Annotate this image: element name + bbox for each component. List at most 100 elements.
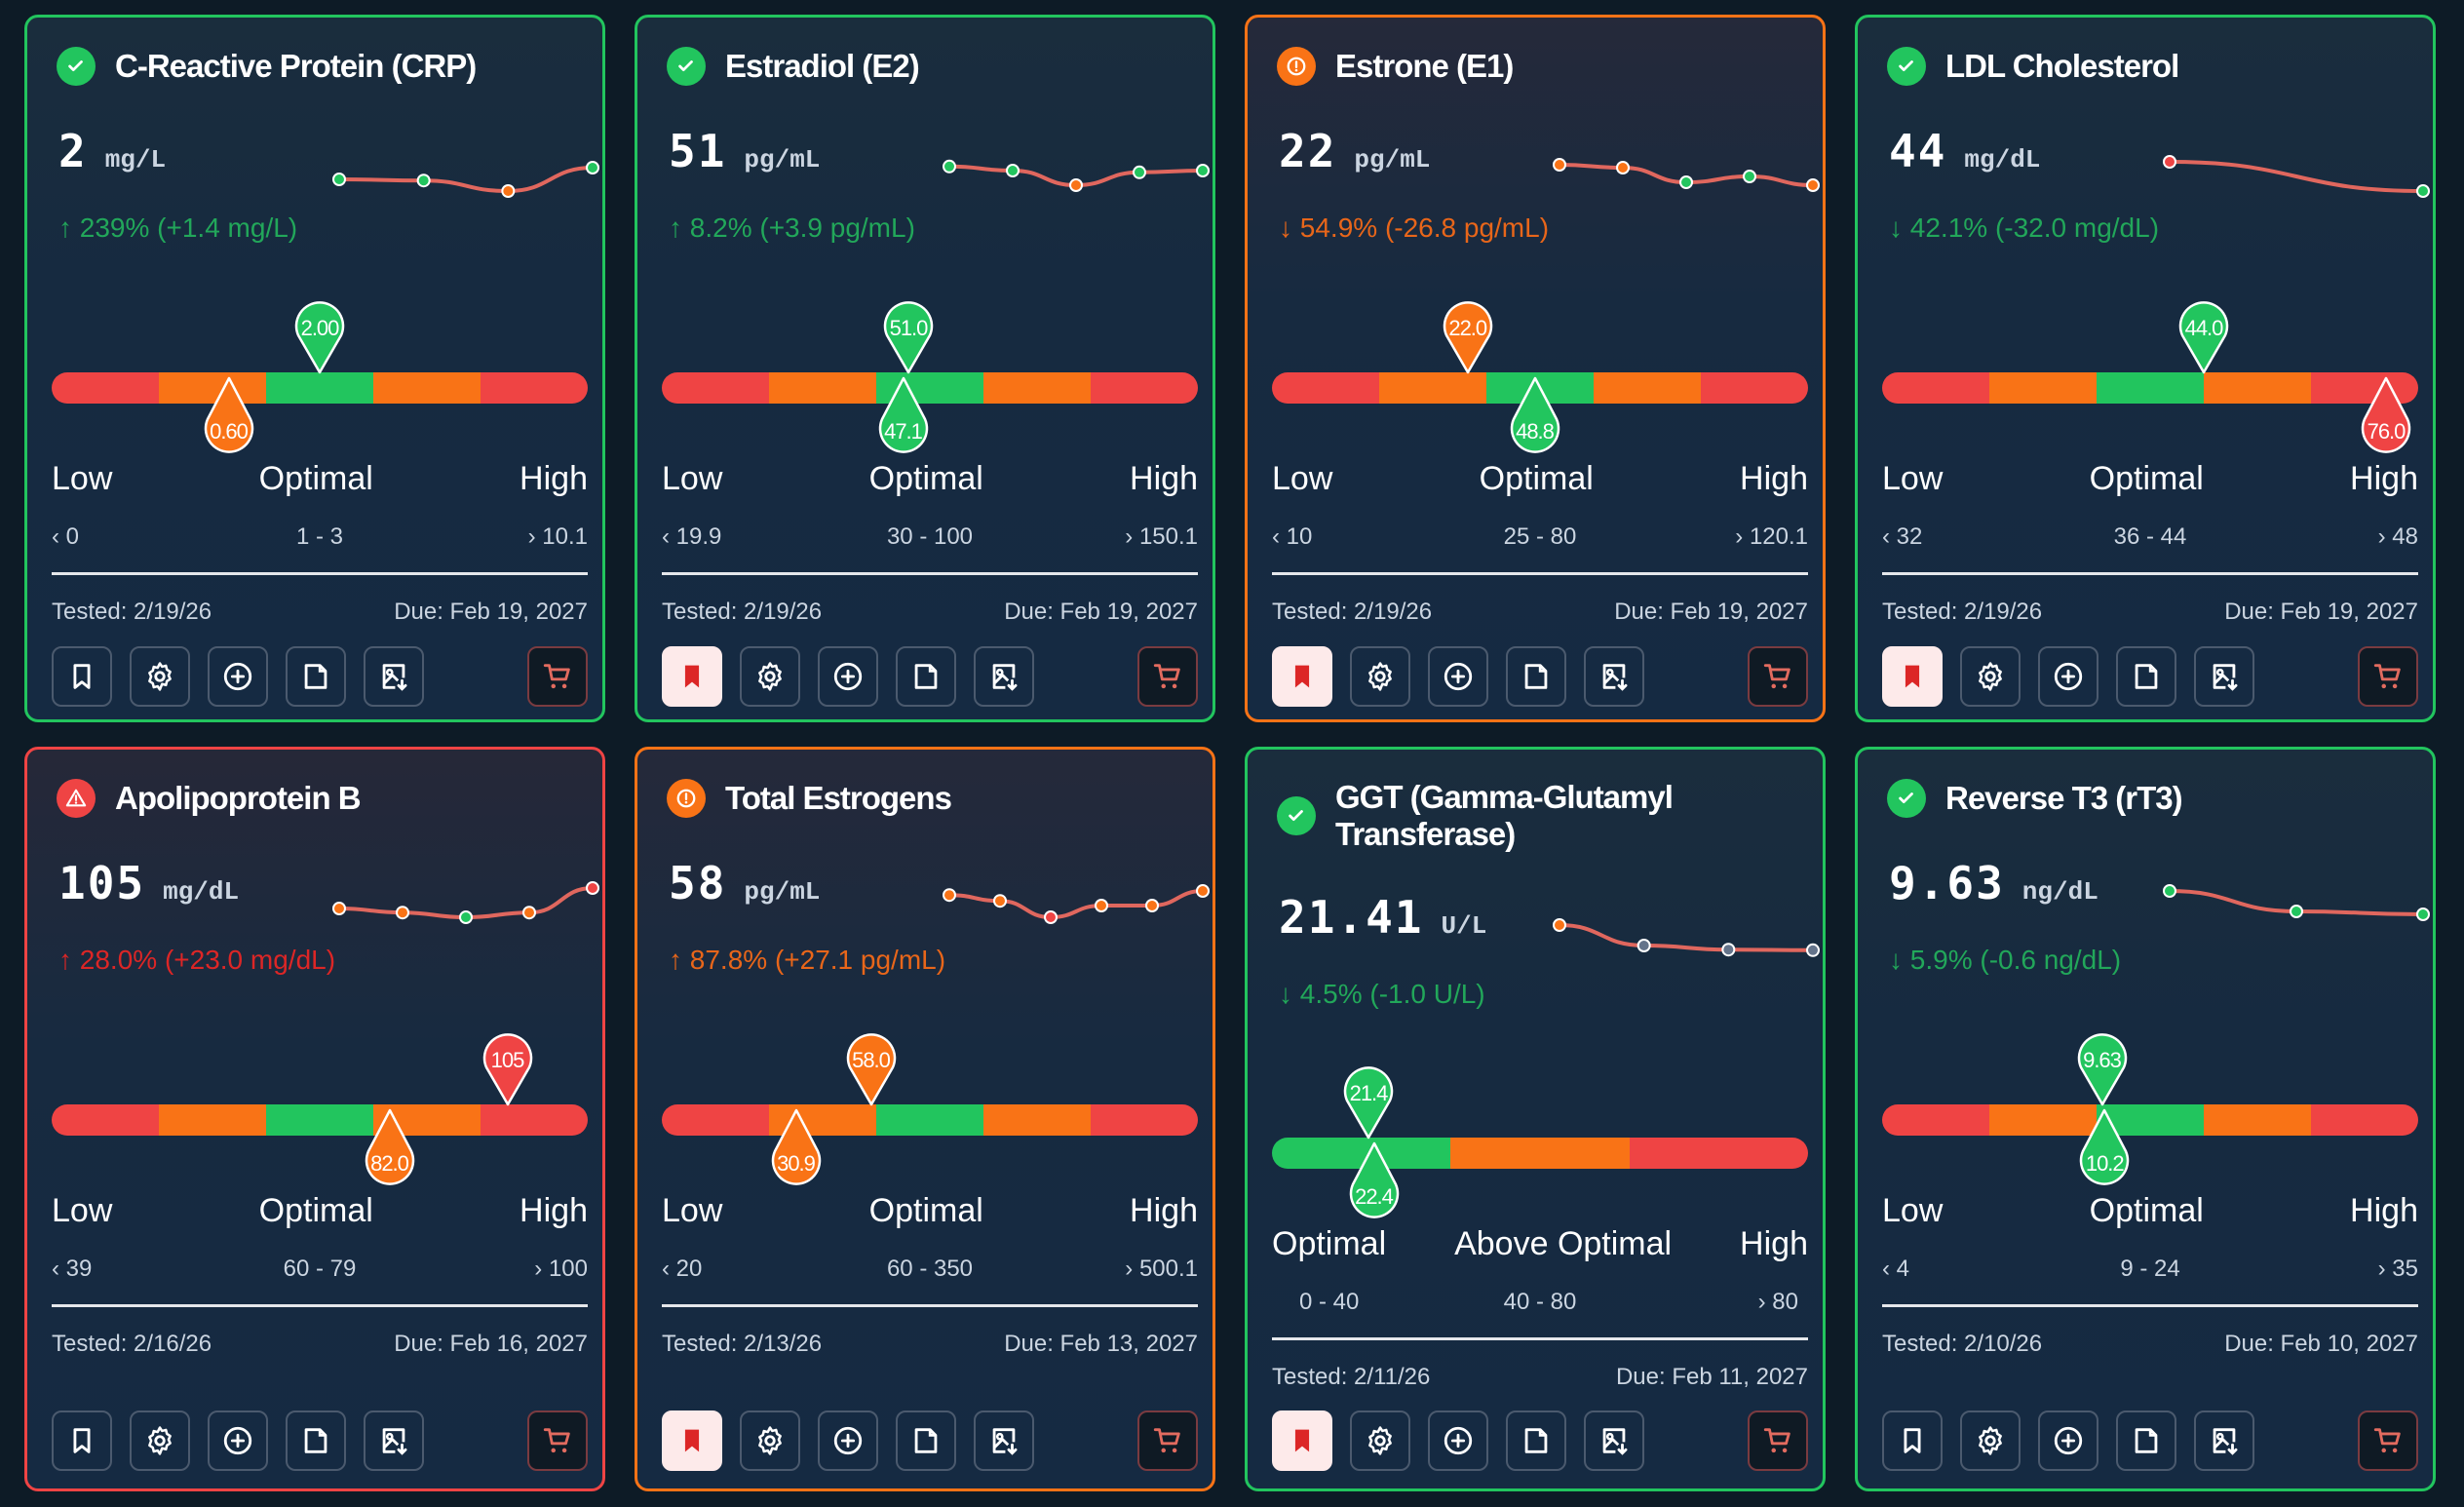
trend-point[interactable] [1743,170,1756,183]
trend-point[interactable] [2163,155,2176,169]
document-button[interactable] [896,1410,956,1471]
document-button[interactable] [286,646,346,707]
add-button[interactable] [1428,646,1488,707]
trend-point[interactable] [1044,910,1058,924]
previous-value-marker[interactable]: 48.8 [1506,376,1564,454]
image-download-button[interactable] [974,646,1034,707]
biomarker-card[interactable]: Estrone (E1) 22 pg/mL ↓ 54.9% (-26.8 pg/m… [1245,15,1826,722]
add-button[interactable] [2038,646,2098,707]
trend-point[interactable] [586,881,599,895]
document-button[interactable] [896,646,956,707]
trend-point[interactable] [2416,184,2430,198]
trend-sparkline[interactable] [930,135,1222,213]
bookmark-button[interactable] [662,1410,722,1471]
bookmark-button[interactable] [1272,646,1332,707]
biomarker-title[interactable]: Apolipoprotein B [115,780,362,816]
settings-button[interactable] [1350,646,1410,707]
document-button[interactable] [1506,646,1566,707]
trend-point[interactable] [1145,899,1159,912]
trend-point[interactable] [993,894,1007,908]
previous-value-marker[interactable]: 30.9 [767,1108,826,1186]
add-button[interactable] [1428,1410,1488,1471]
biomarker-card[interactable]: LDL Cholesterol 44 mg/dL ↓ 42.1% (-32.0 m… [1855,15,2436,722]
current-value-marker[interactable]: 9.63 [2073,1028,2132,1106]
biomarker-title[interactable]: GGT (Gamma-Glutamyl Transferase) [1335,779,1674,852]
biomarker-card[interactable]: Total Estrogens 58 pg/mL ↑ 87.8% (+27.1 p… [635,747,1215,1491]
trend-point[interactable] [522,906,536,920]
biomarker-card[interactable]: Reverse T3 (rT3) 9.63 ng/dL ↓ 5.9% (-0.6 … [1855,747,2436,1491]
trend-point[interactable] [1095,899,1108,912]
biomarker-card[interactable]: Apolipoprotein B 105 mg/dL ↑ 28.0% (+23.0… [24,747,605,1491]
trend-point[interactable] [332,902,346,915]
settings-button[interactable] [130,646,190,707]
previous-value-marker[interactable]: 76.0 [2357,376,2415,454]
previous-value-marker[interactable]: 47.1 [874,376,933,454]
current-value-marker[interactable]: 2.00 [290,296,349,374]
cart-button[interactable] [2358,1410,2418,1471]
current-value-marker[interactable]: 44.0 [2175,296,2233,374]
bookmark-button[interactable] [1272,1410,1332,1471]
trend-point[interactable] [1196,164,1210,177]
trend-point[interactable] [2163,884,2176,898]
previous-value-marker[interactable]: 22.4 [1345,1141,1404,1219]
cart-button[interactable] [527,1410,588,1471]
add-button[interactable] [208,1410,268,1471]
settings-button[interactable] [1960,646,2021,707]
biomarker-card[interactable]: GGT (Gamma-Glutamyl Transferase) 21.41 U… [1245,747,1826,1491]
cart-button[interactable] [527,646,588,707]
image-download-button[interactable] [2194,646,2254,707]
trend-point[interactable] [1553,918,1566,932]
trend-point[interactable] [1679,175,1693,189]
trend-point[interactable] [396,906,409,920]
settings-button[interactable] [130,1410,190,1471]
trend-point[interactable] [416,174,431,188]
current-value-marker[interactable]: 21.4 [1339,1062,1398,1140]
trend-point[interactable] [1721,943,1736,957]
add-button[interactable] [818,646,878,707]
trend-point[interactable] [1806,943,1820,957]
image-download-button[interactable] [1584,646,1644,707]
cart-button[interactable] [1748,646,1808,707]
bookmark-button[interactable] [52,646,112,707]
cart-button[interactable] [2358,646,2418,707]
trend-point[interactable] [943,888,956,903]
bookmark-button[interactable] [1882,646,1943,707]
biomarker-card[interactable]: C-Reactive Protein (CRP) 2 mg/L ↑ 239% (+… [24,15,605,722]
trend-sparkline[interactable] [320,867,612,945]
current-value-marker[interactable]: 105 [479,1028,537,1106]
current-value-marker[interactable]: 22.0 [1439,296,1497,374]
previous-value-marker[interactable]: 82.0 [361,1108,419,1186]
settings-button[interactable] [740,646,800,707]
trend-sparkline[interactable] [2150,135,2443,213]
image-download-button[interactable] [364,1410,424,1471]
trend-sparkline[interactable] [930,867,1222,945]
document-button[interactable] [2116,1410,2176,1471]
cart-button[interactable] [1137,1410,1198,1471]
document-button[interactable] [1506,1410,1566,1471]
trend-sparkline[interactable] [320,135,612,213]
settings-button[interactable] [740,1410,800,1471]
document-button[interactable] [286,1410,346,1471]
trend-point[interactable] [1806,178,1820,192]
trend-sparkline[interactable] [1540,901,1832,979]
trend-point[interactable] [2290,905,2303,918]
biomarker-title[interactable]: Reverse T3 (rT3) [1945,780,2183,816]
trend-point[interactable] [1616,161,1630,174]
trend-point[interactable] [586,161,599,174]
trend-point[interactable] [1553,158,1566,172]
settings-button[interactable] [1350,1410,1410,1471]
image-download-button[interactable] [364,646,424,707]
biomarker-title[interactable]: C-Reactive Protein (CRP) [115,48,477,84]
previous-value-marker[interactable]: 0.60 [200,376,258,454]
trend-point[interactable] [1196,884,1210,898]
trend-point[interactable] [943,159,956,174]
biomarker-title[interactable]: Total Estrogens [725,780,952,816]
trend-point[interactable] [332,173,346,186]
add-button[interactable] [2038,1410,2098,1471]
bookmark-button[interactable] [662,646,722,707]
current-value-marker[interactable]: 51.0 [879,296,938,374]
bookmark-button[interactable] [1882,1410,1943,1471]
document-button[interactable] [2116,646,2176,707]
trend-point[interactable] [1636,939,1651,952]
settings-button[interactable] [1960,1410,2021,1471]
